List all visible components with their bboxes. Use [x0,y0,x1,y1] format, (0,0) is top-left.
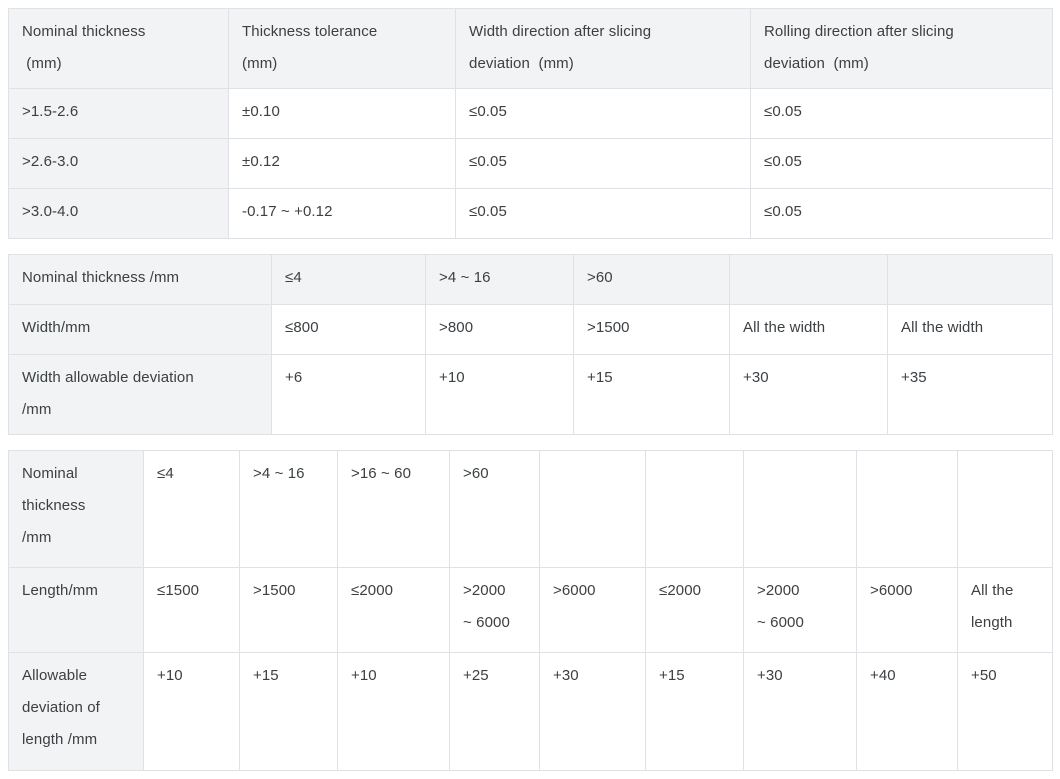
table-cell: ≤0.05 [750,88,1053,139]
table-header-row: Nominal thickness /mm ≤4 >4 ~ 16 >60 [8,254,1053,305]
table-cell: ≤800 [271,304,426,355]
table-header-cell: Rolling direction after slicing deviatio… [750,8,1053,89]
table-row: >1.5-2.6 ±0.10 ≤0.05 ≤0.05 [8,88,1053,139]
table-cell: All the width [729,304,888,355]
table-cell: +35 [887,354,1053,435]
table-cell: ≤0.05 [455,138,751,189]
table-cell: >1500 [239,567,338,653]
table-label-cell: >1.5-2.6 [8,88,229,139]
table-cell: >2000 ~ 6000 [449,567,540,653]
table-label-cell: Width/mm [8,304,272,355]
table-header-cell [887,254,1053,305]
table-cell: >2000 ~ 6000 [743,567,857,653]
width-deviation-table: Nominal thickness /mm ≤4 >4 ~ 16 >60 Width/m… [8,254,1053,435]
table-cell: ≤0.05 [455,88,751,139]
length-deviation-table: Nominal thickness /mm ≤4 >4 ~ 16 >16 ~ 60 >6… [8,450,1053,771]
table-label-cell: Width allowable deviation /mm [8,354,272,435]
table-row: >3.0-4.0 -0.17 ~ +0.12 ≤0.05 ≤0.05 [8,188,1053,239]
table-row: Allowable deviation of length /mm +10 +15 +… [8,652,1053,771]
table-cell: >6000 [856,567,958,653]
table-cell: +30 [729,354,888,435]
thickness-tolerance-table: Nominal thickness (mm) Thickness toleranc… [8,8,1053,239]
table-header-cell: >60 [449,450,540,568]
table-cell: >800 [425,304,574,355]
tolerance-tables-container: Nominal thickness (mm) Thickness toleranc… [8,8,1053,771]
table-cell: ≤0.05 [750,188,1053,239]
table-cell: +40 [856,652,958,771]
table-row: >2.6-3.0 ±0.12 ≤0.05 ≤0.05 [8,138,1053,189]
table-cell: +10 [143,652,240,771]
table-header-cell: Nominal thickness /mm [8,254,272,305]
table-label-cell: Length/mm [8,567,144,653]
table-cell: All the length [957,567,1053,653]
table-header-cell [729,254,888,305]
table-header-row: Nominal thickness (mm) Thickness toleranc… [8,8,1053,89]
table-header-cell [957,450,1053,568]
table-header-cell: ≤4 [143,450,240,568]
table-cell: +10 [337,652,450,771]
table-cell: ±0.10 [228,88,456,139]
table-header-cell [539,450,646,568]
table-row: Width allowable deviation /mm +6 +10 +15 +30… [8,354,1053,435]
table-cell: ≤0.05 [750,138,1053,189]
table-cell: +30 [539,652,646,771]
table-header-cell: Nominal thickness /mm [8,450,144,568]
table-cell: -0.17 ~ +0.12 [228,188,456,239]
table-header-cell: ≤4 [271,254,426,305]
table-row: Width/mm ≤800 >800 >1500 All the width All th… [8,304,1053,355]
table-cell: >1500 [573,304,730,355]
table-cell: +6 [271,354,426,435]
table-header-cell: >60 [573,254,730,305]
table-cell: +30 [743,652,857,771]
table-cell: +50 [957,652,1053,771]
table-label-cell: Allowable deviation of length /mm [8,652,144,771]
table-cell: +25 [449,652,540,771]
table-cell: >6000 [539,567,646,653]
table-header-cell: Nominal thickness (mm) [8,8,229,89]
table-cell: ≤0.05 [455,188,751,239]
table-header-cell: Thickness tolerance (mm) [228,8,456,89]
table-cell: +15 [239,652,338,771]
table-cell: +15 [573,354,730,435]
table-label-cell: >2.6-3.0 [8,138,229,189]
table-header-row: Nominal thickness /mm ≤4 >4 ~ 16 >16 ~ 60 >6… [8,450,1053,568]
table-label-cell: >3.0-4.0 [8,188,229,239]
table-header-cell: >16 ~ 60 [337,450,450,568]
table-row: Length/mm ≤1500 >1500 ≤2000 >2000 ~ 6000 >600… [8,567,1053,653]
table-cell: All the width [887,304,1053,355]
table-header-cell [856,450,958,568]
table-cell: ≤1500 [143,567,240,653]
table-cell: +15 [645,652,744,771]
table-header-cell [743,450,857,568]
table-header-cell: Width direction after slicing deviation … [455,8,751,89]
table-header-cell: >4 ~ 16 [425,254,574,305]
table-header-cell: >4 ~ 16 [239,450,338,568]
table-header-cell [645,450,744,568]
table-cell: ≤2000 [337,567,450,653]
table-cell: ±0.12 [228,138,456,189]
table-cell: ≤2000 [645,567,744,653]
table-cell: +10 [425,354,574,435]
